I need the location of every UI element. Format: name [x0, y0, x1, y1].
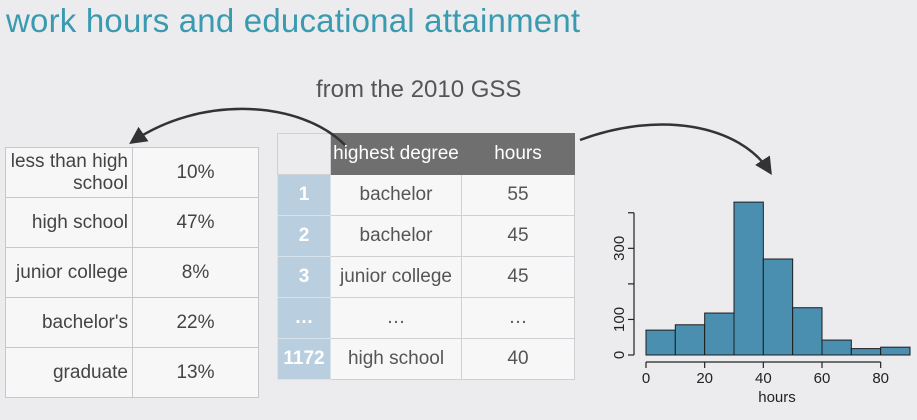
histogram-bar — [645, 329, 676, 356]
header-corner — [277, 133, 331, 175]
summary-label: less than high school — [5, 147, 133, 198]
row-index: 1 — [277, 174, 331, 216]
row-degree: bachelor — [330, 174, 462, 216]
row-degree: high school — [330, 338, 462, 380]
row-hours: 45 — [461, 215, 575, 257]
hours-histogram: 0 20 40 60 80 0 100 300 hours — [611, 201, 911, 406]
histogram-bar — [704, 312, 735, 356]
header-hours: hours — [461, 133, 575, 175]
header-highest-degree: highest degree — [330, 133, 462, 175]
histogram-bar — [880, 346, 911, 356]
summary-row: bachelor's 22% — [5, 297, 259, 348]
summary-percent: 8% — [132, 247, 259, 298]
x-tick-label: 80 — [872, 370, 889, 387]
summary-percent: 22% — [132, 297, 259, 348]
row-degree: bachelor — [330, 215, 462, 257]
summary-row: graduate 13% — [5, 347, 259, 398]
histogram-y-axis: 0 100 300 — [611, 212, 635, 359]
table-row: 1 bachelor 55 — [277, 174, 575, 216]
x-tick-label: 40 — [755, 370, 772, 387]
y-tick-label: 0 — [611, 351, 628, 359]
summary-row: high school 47% — [5, 197, 259, 248]
histogram-bar — [792, 307, 823, 356]
histogram-bar — [850, 348, 882, 356]
y-tick-label: 300 — [611, 236, 628, 261]
row-hours: … — [461, 297, 575, 339]
row-degree: … — [330, 297, 462, 339]
summary-row: junior college 8% — [5, 247, 259, 298]
table-row: 2 bachelor 45 — [277, 215, 575, 257]
histogram-bar — [674, 324, 706, 356]
table-row: … … … — [277, 297, 575, 339]
histogram-bar — [733, 201, 764, 356]
degree-summary-table: less than high school 10% high school 47… — [5, 147, 259, 398]
row-degree: junior college — [330, 256, 462, 298]
summary-label: graduate — [5, 347, 133, 398]
slide-subtitle: from the 2010 GSS — [316, 76, 522, 103]
histogram-bar — [821, 339, 852, 356]
x-tick-label: 60 — [814, 370, 831, 387]
histogram-bar — [762, 258, 794, 356]
summary-percent: 13% — [132, 347, 259, 398]
gss-data-table: highest degree hours 1 bachelor 55 2 bac… — [277, 133, 575, 380]
histogram-x-axis: 0 20 40 60 80 — [642, 361, 889, 387]
histogram-bars — [645, 201, 911, 356]
summary-percent: 47% — [132, 197, 259, 248]
histogram-x-label: hours — [758, 389, 796, 406]
data-header-row: highest degree hours — [277, 133, 575, 175]
table-row: 1172 high school 40 — [277, 338, 575, 380]
row-hours: 40 — [461, 338, 575, 380]
arrow-to-summary — [129, 107, 346, 146]
slide-title: work hours and educational attainment — [6, 2, 581, 39]
summary-label: junior college — [5, 247, 133, 298]
row-index: 1172 — [277, 338, 331, 380]
x-tick-label: 20 — [696, 370, 713, 387]
y-tick-label: 100 — [611, 307, 628, 332]
x-tick-label: 0 — [642, 370, 650, 387]
arrow-to-histogram — [579, 123, 772, 175]
summary-label: high school — [5, 197, 133, 248]
